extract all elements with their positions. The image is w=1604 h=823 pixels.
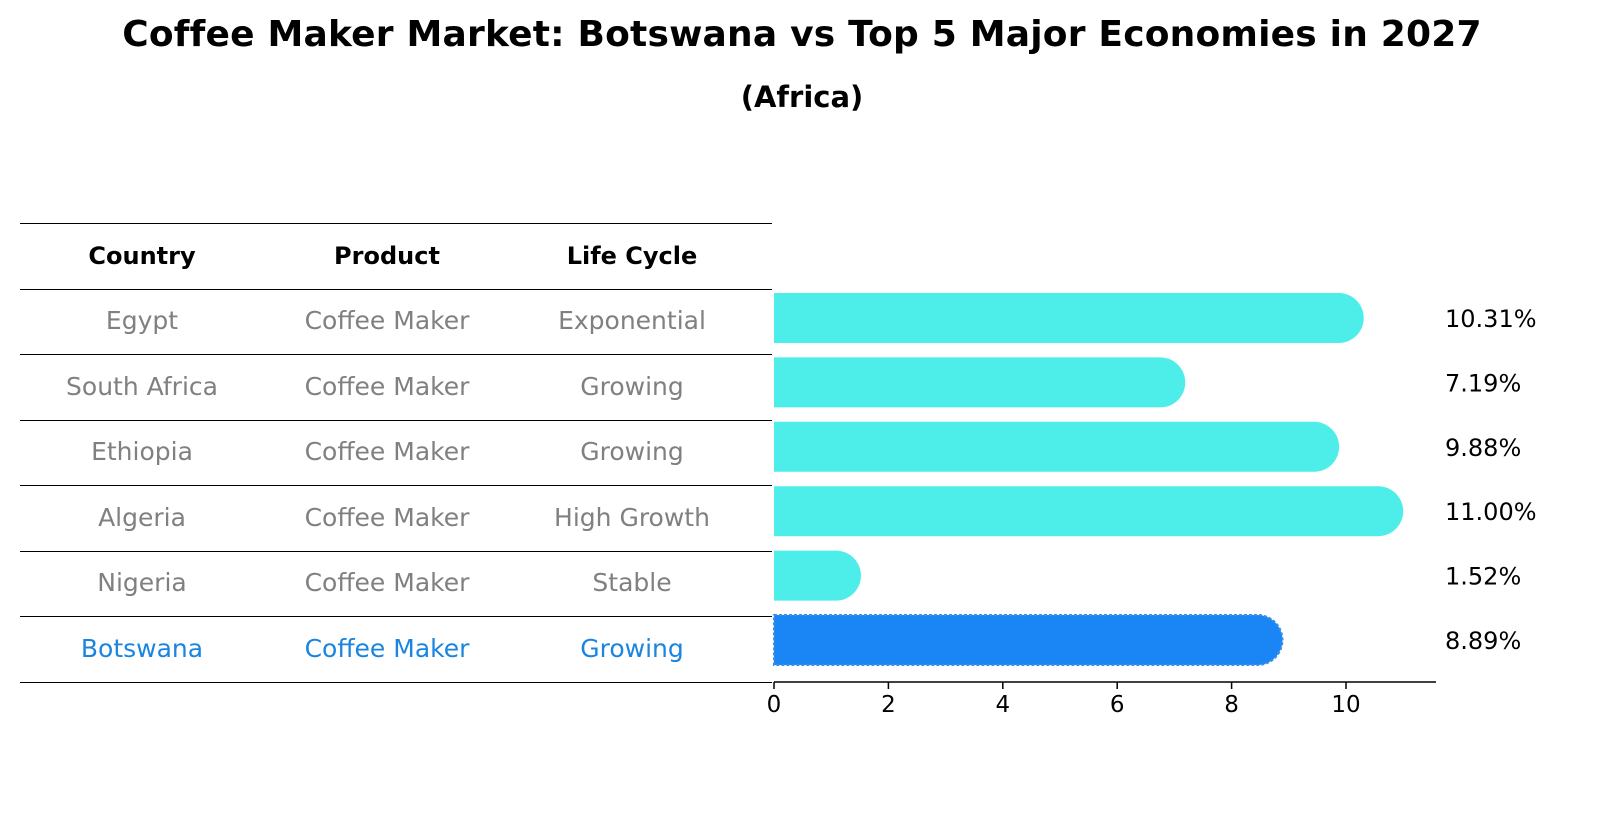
bar-value-label: 1.52% bbox=[1445, 563, 1521, 591]
x-tick-label: 6 bbox=[1110, 692, 1125, 718]
bar-south-africa bbox=[774, 357, 1186, 408]
table-cell-life-cycle: Growing bbox=[580, 633, 684, 663]
x-tick-label: 0 bbox=[767, 692, 782, 718]
table-header-cell: Country bbox=[88, 241, 196, 270]
table-cell-product: Coffee Maker bbox=[304, 502, 470, 532]
table-cell-country: Ethiopia bbox=[91, 437, 193, 467]
table-header-cell: Product bbox=[334, 241, 440, 270]
table-cell-life-cycle: Growing bbox=[580, 437, 684, 467]
table-cell-country: Botswana bbox=[80, 633, 204, 663]
bar-value-label: 10.31% bbox=[1445, 305, 1537, 333]
table-divider bbox=[20, 223, 772, 224]
chart-title: Coffee Maker Market: Botswana vs Top 5 M… bbox=[122, 14, 1482, 55]
x-tick-label: 8 bbox=[1224, 692, 1239, 718]
table-cell-product: Coffee Maker bbox=[304, 371, 470, 401]
table-cell-product: Coffee Maker bbox=[304, 633, 470, 663]
table-cell-life-cycle: Stable bbox=[592, 568, 672, 598]
bar-value-label: 7.19% bbox=[1445, 369, 1521, 397]
table-divider bbox=[20, 354, 772, 355]
x-tick-label: 2 bbox=[881, 692, 896, 718]
chart-subtitle: (Africa) bbox=[740, 80, 864, 114]
table-divider bbox=[20, 485, 772, 486]
bar-algeria bbox=[774, 486, 1404, 537]
bar-nigeria bbox=[774, 550, 861, 601]
table-cell-country: Nigeria bbox=[97, 568, 187, 598]
table-cell-life-cycle: High Growth bbox=[554, 502, 710, 532]
table-cell-product: Coffee Maker bbox=[304, 306, 470, 336]
table-divider bbox=[20, 550, 772, 552]
x-tick-label: 10 bbox=[1331, 692, 1360, 718]
table-header-cell: Life Cycle bbox=[566, 241, 698, 270]
bar-botswana bbox=[773, 614, 1284, 666]
table-cell-life-cycle: Growing bbox=[580, 371, 684, 401]
table-divider bbox=[20, 288, 772, 290]
x-tick-label: 4 bbox=[995, 692, 1010, 718]
bar-value-label: 9.88% bbox=[1445, 434, 1521, 462]
table-cell-country: Algeria bbox=[98, 502, 186, 532]
bar-value-label: 11.00% bbox=[1445, 498, 1537, 526]
table-divider bbox=[20, 419, 772, 421]
bar-ethiopia bbox=[774, 421, 1340, 472]
table-divider bbox=[20, 681, 772, 683]
table-cell-product: Coffee Maker bbox=[304, 437, 470, 467]
table-cell-country: South Africa bbox=[66, 371, 218, 401]
bar-value-label: 8.89% bbox=[1445, 627, 1521, 655]
table-cell-life-cycle: Exponential bbox=[558, 306, 706, 336]
table-cell-product: Coffee Maker bbox=[304, 568, 470, 598]
table-divider bbox=[20, 616, 772, 617]
bar-egypt bbox=[774, 293, 1364, 343]
table-cell-country: Egypt bbox=[105, 306, 179, 336]
